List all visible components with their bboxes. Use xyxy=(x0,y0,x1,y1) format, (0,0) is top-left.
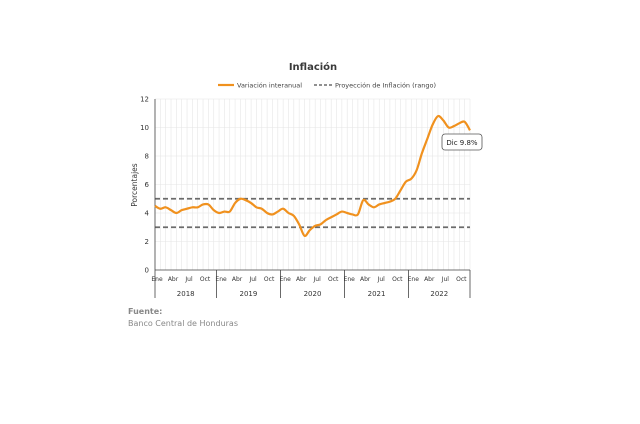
x-month-label: Jul xyxy=(441,276,450,283)
callout-label: Dic 9.8% xyxy=(446,139,478,147)
chart-title: Inflación xyxy=(289,61,337,73)
x-month-label: Oct xyxy=(392,276,403,283)
x-month-label: Ene xyxy=(215,276,227,283)
x-month-label: Ene xyxy=(151,276,163,283)
callout: Dic 9.8% xyxy=(441,133,483,151)
x-month-label: Jul xyxy=(184,276,193,283)
x-month-label: Ene xyxy=(408,276,420,283)
y-axis-label: Porcentajes xyxy=(130,163,139,206)
x-month-label: Ene xyxy=(279,276,291,283)
x-year-label: 2020 xyxy=(304,290,322,298)
x-month-label: Abr xyxy=(168,276,179,283)
x-month-label: Abr xyxy=(360,276,371,283)
x-month-label: Jul xyxy=(248,276,257,283)
y-tick-label: 10 xyxy=(140,124,149,132)
x-month-label: Jul xyxy=(377,276,386,283)
x-month-label: Oct xyxy=(456,276,467,283)
grid xyxy=(154,98,471,271)
x-month-label: Oct xyxy=(200,276,211,283)
y-tick-label: 6 xyxy=(145,181,150,189)
y-tick-label: 0 xyxy=(145,267,149,275)
x-year-label: 2018 xyxy=(177,290,195,298)
source-label: Fuente: xyxy=(128,307,163,316)
source-text: Banco Central de Honduras xyxy=(128,319,238,328)
x-year-label: 2021 xyxy=(368,290,386,298)
x-month-label: Ene xyxy=(344,276,356,283)
x-month-label: Oct xyxy=(264,276,275,283)
projection-band xyxy=(155,197,470,229)
y-tick-label: 4 xyxy=(145,210,150,218)
x-month-label: Abr xyxy=(296,276,307,283)
x-axis: Ene Abr Jul Oct 2018 Ene Abr Jul Oct 2019 Ene Abr Ju… xyxy=(151,99,471,298)
legend-label-proyeccion: Proyección de Inflación (rango) xyxy=(335,82,436,90)
y-tick-label: 12 xyxy=(140,96,149,104)
x-month-label: Oct xyxy=(328,276,339,283)
legend: Variación interanual Proyección de Infla… xyxy=(218,82,436,90)
callout-box xyxy=(441,133,483,151)
series-line-variacion xyxy=(154,114,471,237)
series-variacion xyxy=(154,114,471,237)
y-tick-label: 8 xyxy=(145,153,149,161)
x-month-label: Abr xyxy=(232,276,243,283)
x-month-label: Jul xyxy=(313,276,322,283)
y-axis-ticks: 0 2 4 6 8 10 12 xyxy=(140,96,149,275)
x-year-label: 2022 xyxy=(430,290,448,298)
y-tick-label: 2 xyxy=(145,238,149,246)
legend-label-variacion: Variación interanual xyxy=(237,82,302,90)
x-year-label: 2019 xyxy=(240,290,258,298)
x-month-label: Abr xyxy=(424,276,435,283)
